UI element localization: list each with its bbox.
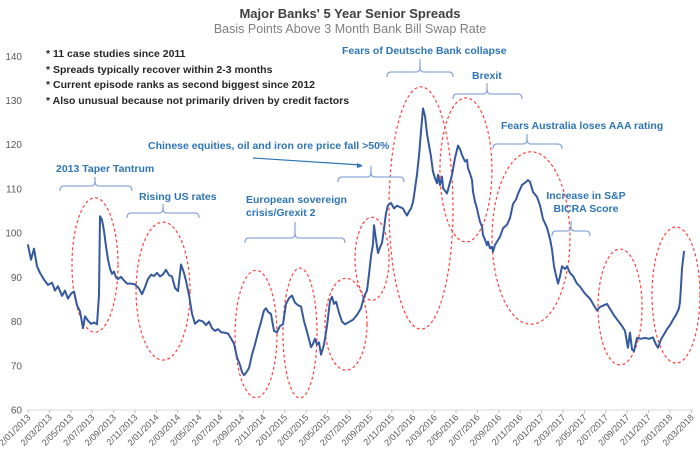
annotation-line: Increase in S&P xyxy=(546,190,626,202)
y-axis-label: 140 xyxy=(5,52,22,63)
highlight-ellipse xyxy=(135,221,191,361)
annotation-deutsche-bank: Fears of Deutsche Bank collapse xyxy=(342,45,507,58)
note-item: * Spreads typically recover within 2-3 m… xyxy=(46,63,273,76)
highlight-ellipse xyxy=(491,151,571,325)
annotation-line: Rising US rates xyxy=(139,191,217,203)
annotation-brexit: Brexit xyxy=(472,70,502,83)
brexit-brace xyxy=(452,88,523,100)
annotation-line: European sovereign xyxy=(246,194,347,206)
y-axis-label: 130 xyxy=(5,96,22,107)
highlight-ellipse xyxy=(282,267,318,399)
taper-tantrum-brace xyxy=(59,180,133,192)
annotation-line: crisis/Grexit 2 xyxy=(246,207,316,219)
highlight-ellipse xyxy=(597,248,643,366)
bicra-score-brace xyxy=(551,225,591,237)
spread-line xyxy=(27,107,685,377)
y-axis-label: 70 xyxy=(11,361,23,372)
annotation-line: Fears Australia loses AAA rating xyxy=(501,120,664,132)
annotation-line: Fears of Deutsche Bank collapse xyxy=(342,45,507,57)
highlight-ellipse xyxy=(354,216,390,301)
y-axis-label: 110 xyxy=(6,184,22,195)
annotation-line: Chinese equities, oil and iron ore price… xyxy=(148,140,390,152)
highlight-ellipse xyxy=(71,197,119,333)
rising-us-rates-brace xyxy=(126,207,200,219)
annotation-australia-aaa: Fears Australia loses AAA rating xyxy=(501,120,663,133)
chinese-equities-brace xyxy=(337,171,405,183)
chart-title: Major Banks' 5 Year Senior Spreads xyxy=(239,6,461,21)
annotation-taper-tantrum: 2013 Taper Tantrum xyxy=(56,163,154,176)
callout-arrow xyxy=(252,157,362,166)
y-axis-label: 90 xyxy=(11,273,23,284)
note-item: * Current episode ranks as second bigges… xyxy=(46,79,316,91)
annotation-european-sovereign-crisis: European sovereign crisis/Grexit 2 xyxy=(246,194,347,220)
highlight-ellipse xyxy=(439,97,493,243)
annotation-line: BICRA Score xyxy=(553,203,619,215)
annotation-line: Brexit xyxy=(472,70,502,82)
annotation-line: 2013 Taper Tantrum xyxy=(56,163,155,175)
highlight-ellipse xyxy=(388,86,454,330)
australia-aaa-brace xyxy=(492,138,563,150)
highlight-ellipse xyxy=(234,269,278,399)
notes-list: * 11 case studies since 2011 * Spreads t… xyxy=(46,47,349,109)
note-item: * Also unusual because not primarily dri… xyxy=(46,94,350,107)
y-axis-label: 120 xyxy=(5,140,22,151)
callout-arrowhead xyxy=(356,162,363,169)
chart-subtitle: Basis Points Above 3 Month Bank Bill Swa… xyxy=(213,22,487,36)
y-axis-label: 60 xyxy=(11,406,23,417)
european-sovereign-crisis-brace xyxy=(244,232,346,244)
note-item: * 11 case studies since 2011 xyxy=(46,48,186,60)
y-axis-label: 100 xyxy=(5,229,22,240)
annotation-bicra-score: Increase in S&P BICRA Score xyxy=(544,190,628,216)
deutsche-bank-brace xyxy=(386,66,454,78)
y-axis-label: 80 xyxy=(11,317,23,328)
annotation-chinese-equities: Chinese equities, oil and iron ore price… xyxy=(148,140,389,153)
annotation-rising-us-rates: Rising US rates xyxy=(139,191,217,204)
highlight-ellipse xyxy=(324,277,368,371)
